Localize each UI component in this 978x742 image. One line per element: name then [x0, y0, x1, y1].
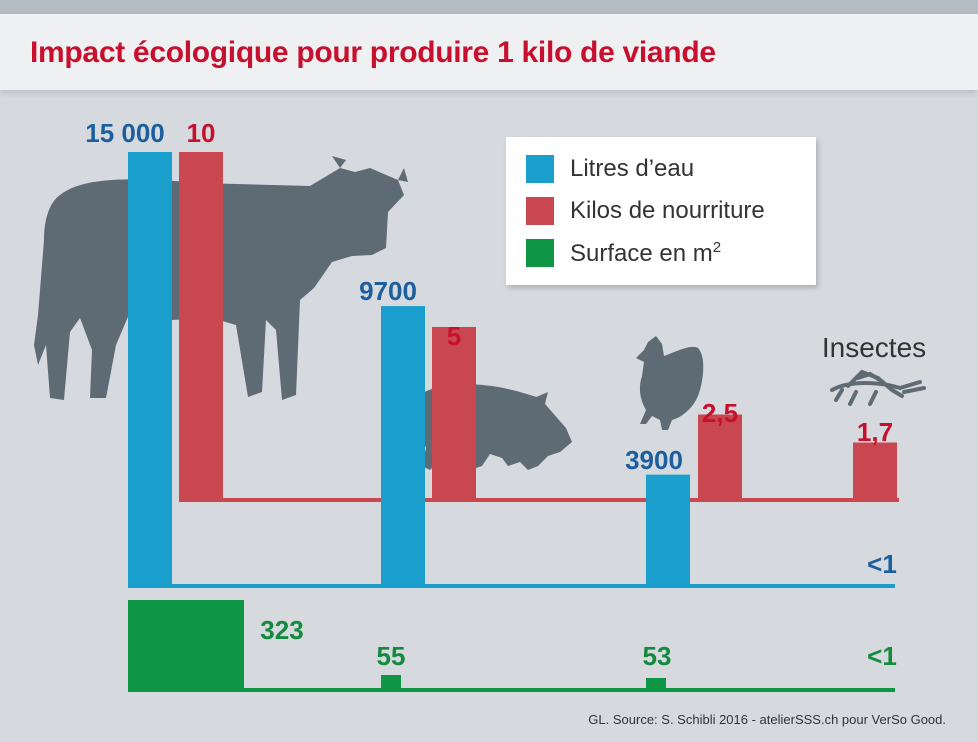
insects-label: Insectes [822, 332, 926, 363]
legend-item-area: Surface en m2 [526, 233, 721, 273]
legend-swatch-area [526, 239, 554, 267]
water-bar-porc [381, 306, 425, 588]
area-label-1: 55 [377, 641, 406, 671]
legend-label-area: Surface en m2 [570, 238, 722, 267]
hen-icon [636, 336, 704, 430]
water-label-0: 15 000 [85, 118, 165, 148]
legend-label-water: Litres d’eau [570, 155, 695, 182]
area-label-0: 323 [260, 615, 303, 645]
food-bar-1 [432, 327, 476, 502]
legend-item-water: Litres d’eau [526, 149, 694, 189]
food-label-3: 1,7 [857, 417, 893, 447]
water-label-3: <1 [867, 549, 897, 579]
area-label-3: <1 [867, 641, 897, 671]
food-bar-3 [853, 442, 897, 502]
source-note: GL. Source: S. Schibli 2016 - atelierSSS… [588, 712, 946, 727]
area-label-2: 53 [643, 641, 672, 671]
legend-label-food: Kilos de nourriture [570, 197, 765, 224]
food-label-1: 5 [447, 321, 461, 351]
food-bar-2 [698, 414, 742, 502]
food-label-2: 2,5 [702, 398, 738, 428]
water-bar-poulet [646, 474, 690, 588]
food-baseline [179, 498, 899, 502]
area-bar-1 [381, 675, 401, 692]
grasshopper-icon [830, 369, 926, 406]
water-label-1: 9700 [359, 276, 417, 306]
food-bar-0 [179, 152, 223, 502]
area-bar-0 [128, 600, 244, 692]
legend-swatch-food [526, 197, 554, 225]
water-label-2: 3900 [625, 445, 683, 475]
legend-swatch-water [526, 155, 554, 183]
food-label-0: 10 [187, 118, 216, 148]
area-baseline [128, 688, 895, 692]
page-title: Impact écologique pour produire 1 kilo d… [30, 36, 716, 69]
top-stripe [0, 0, 978, 14]
legend: Litres d’eau Kilos de nourriture Surface… [506, 137, 816, 285]
legend-item-food: Kilos de nourriture [526, 191, 765, 231]
title-bar: Impact écologique pour produire 1 kilo d… [0, 14, 978, 90]
water-baseline [128, 584, 895, 588]
area-bar-2 [646, 678, 666, 692]
water-bar-bœuf [128, 152, 172, 588]
